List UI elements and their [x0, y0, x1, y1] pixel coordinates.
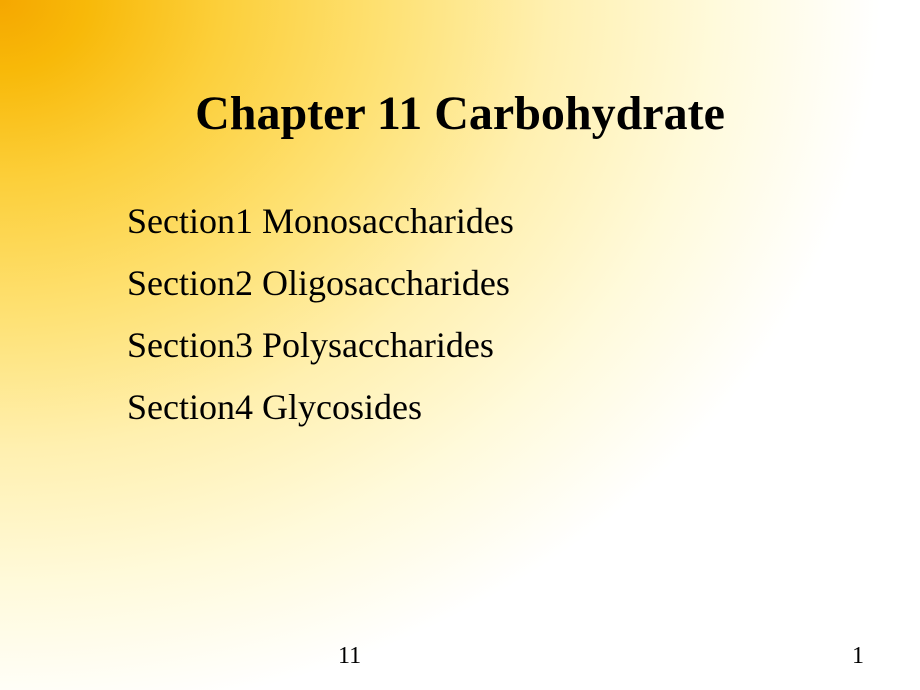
slide-container: Chapter 11 Carbohydrate Section1 Monosac… [0, 0, 920, 690]
sections-list: Section1 Monosaccharides Section2 Oligos… [127, 200, 514, 448]
section-item: Section3 Polysaccharides [127, 324, 514, 366]
footer-page-number: 1 [852, 643, 864, 670]
section-item: Section2 Oligosaccharides [127, 262, 514, 304]
section-item: Section4 Glycosides [127, 386, 514, 428]
slide-title: Chapter 11 Carbohydrate [0, 86, 920, 141]
footer-chapter-number: 11 [338, 643, 361, 670]
section-item: Section1 Monosaccharides [127, 200, 514, 242]
